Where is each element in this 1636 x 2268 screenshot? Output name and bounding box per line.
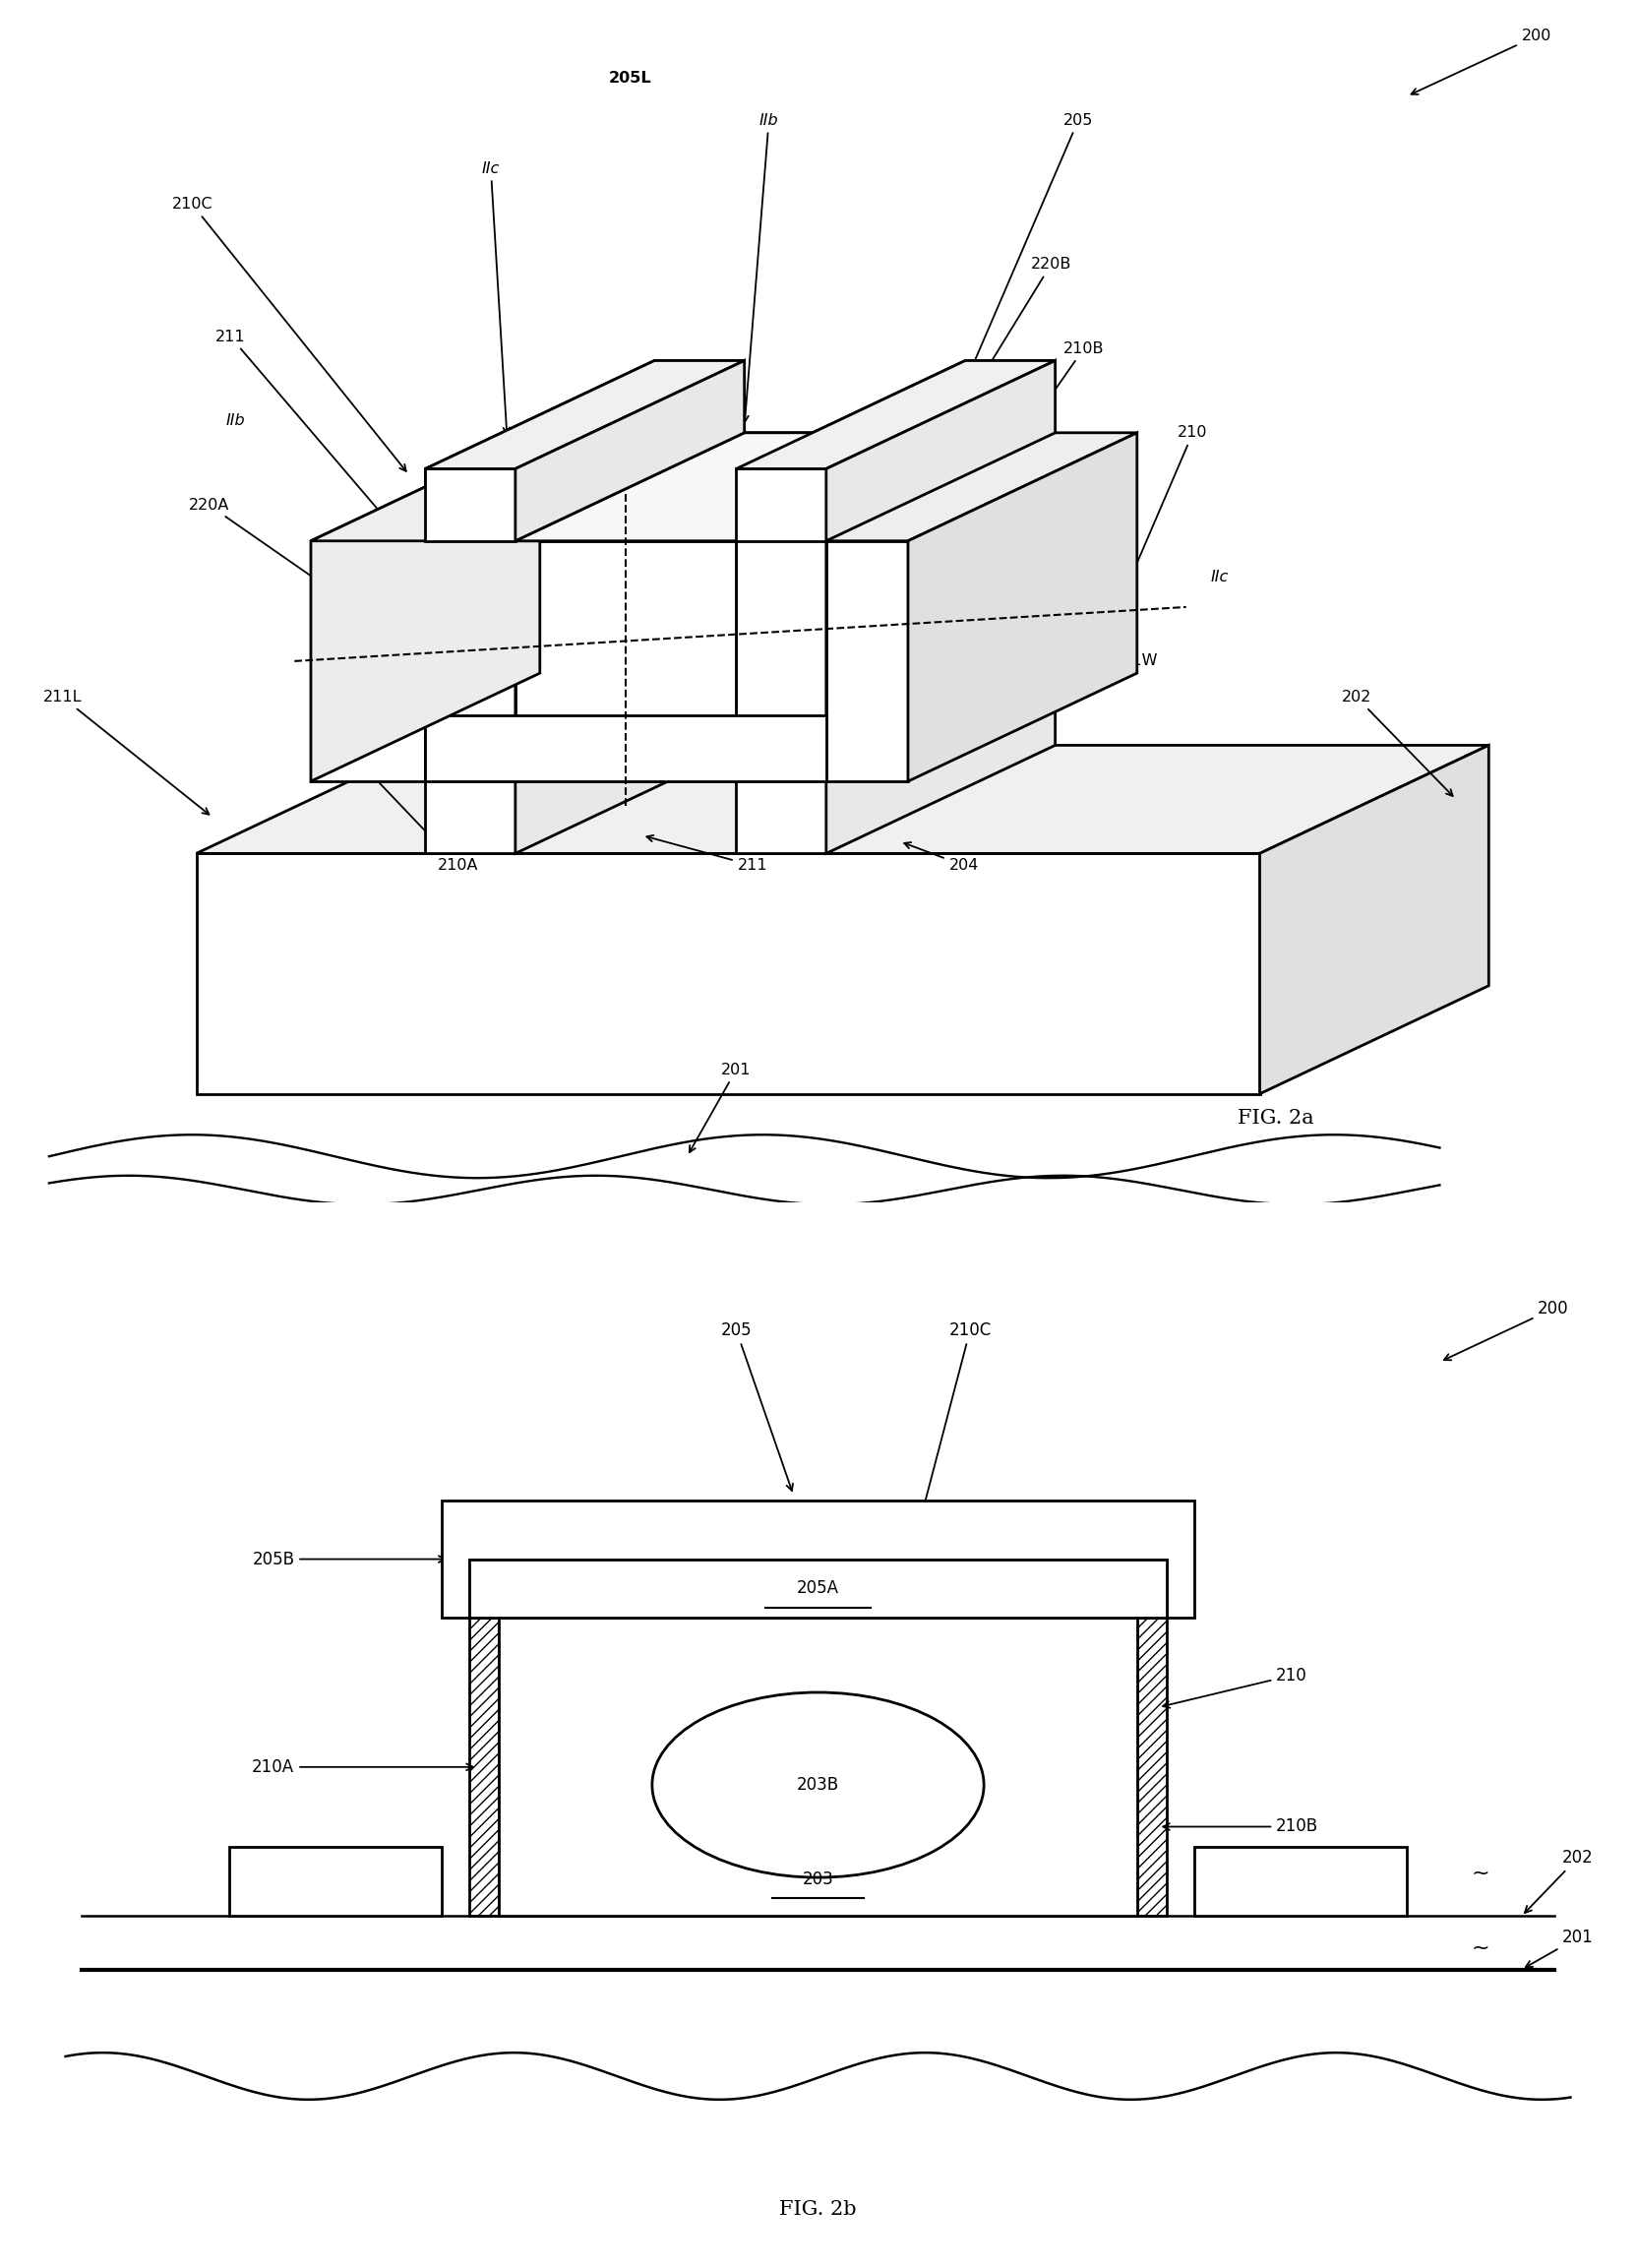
Text: 202: 202 xyxy=(1342,689,1453,796)
Polygon shape xyxy=(311,433,1137,540)
Bar xyxy=(1194,1846,1407,1916)
Text: 211L: 211L xyxy=(43,689,209,814)
Text: ~: ~ xyxy=(1471,1864,1490,1882)
Text: 202: 202 xyxy=(1525,1848,1593,1912)
Text: 211W: 211W xyxy=(839,653,1158,792)
Bar xyxy=(470,1599,1166,1916)
Text: 205B: 205B xyxy=(252,1551,445,1567)
Text: 210: 210 xyxy=(1122,426,1207,596)
Polygon shape xyxy=(736,361,1055,469)
Bar xyxy=(229,1846,442,1916)
Text: 203: 203 xyxy=(802,1871,834,1887)
Polygon shape xyxy=(425,714,826,780)
Bar xyxy=(499,1617,1137,1916)
Bar xyxy=(470,1558,1166,1617)
Text: IIc: IIc xyxy=(483,161,510,433)
Text: 210B: 210B xyxy=(928,340,1104,574)
Text: 205A: 205A xyxy=(797,1579,839,1597)
Text: 210: 210 xyxy=(1163,1667,1307,1708)
Polygon shape xyxy=(908,433,1137,780)
Text: IIc: IIc xyxy=(1211,569,1229,585)
Text: 205: 205 xyxy=(951,113,1093,417)
Polygon shape xyxy=(425,469,515,540)
Polygon shape xyxy=(826,361,1055,540)
Text: FIG. 2b: FIG. 2b xyxy=(779,2200,857,2218)
Text: ~: ~ xyxy=(1471,1939,1490,1957)
Polygon shape xyxy=(311,433,540,780)
Polygon shape xyxy=(425,361,744,469)
Text: IIb: IIb xyxy=(743,113,779,422)
Text: 211: 211 xyxy=(646,835,767,873)
Polygon shape xyxy=(196,746,1489,853)
Text: 210C: 210C xyxy=(916,1320,991,1531)
Ellipse shape xyxy=(653,1692,983,1878)
Text: 205: 205 xyxy=(720,1320,793,1490)
Text: 203B: 203B xyxy=(797,1776,839,1794)
Text: 220B: 220B xyxy=(846,256,1072,599)
Text: FIG. 2a: FIG. 2a xyxy=(1238,1109,1314,1127)
Polygon shape xyxy=(515,433,965,540)
Text: 204: 204 xyxy=(905,841,978,873)
Text: 210A: 210A xyxy=(252,1758,473,1776)
Polygon shape xyxy=(736,361,1055,469)
Polygon shape xyxy=(515,361,744,853)
Polygon shape xyxy=(311,540,425,780)
Text: 211: 211 xyxy=(216,329,438,581)
Text: 210B: 210B xyxy=(1163,1819,1319,1835)
Text: 201: 201 xyxy=(689,1061,751,1152)
Text: 210A: 210A xyxy=(347,748,478,873)
Polygon shape xyxy=(826,540,908,780)
Text: 200: 200 xyxy=(1445,1300,1569,1361)
Polygon shape xyxy=(425,361,744,469)
Text: IIb: IIb xyxy=(226,413,245,429)
Text: 211H: 211H xyxy=(474,798,594,841)
Polygon shape xyxy=(826,361,1055,853)
Polygon shape xyxy=(425,469,515,853)
Polygon shape xyxy=(196,853,1260,1093)
Polygon shape xyxy=(515,361,744,540)
Polygon shape xyxy=(1260,746,1489,1093)
Bar xyxy=(470,1558,1166,1617)
Text: 200: 200 xyxy=(1412,29,1551,95)
Text: 220A: 220A xyxy=(188,497,430,658)
Text: 201: 201 xyxy=(1526,1928,1593,1966)
Polygon shape xyxy=(736,469,826,853)
Polygon shape xyxy=(515,540,736,780)
Bar xyxy=(499,1617,1137,1916)
Polygon shape xyxy=(736,469,826,540)
Text: 205L: 205L xyxy=(609,70,651,86)
Bar xyxy=(442,1501,1194,1617)
Text: 210C: 210C xyxy=(172,197,406,472)
